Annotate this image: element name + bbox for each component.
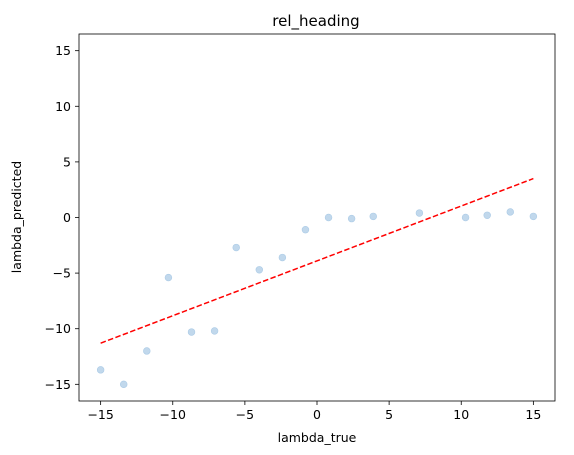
data-point xyxy=(506,208,514,216)
data-point xyxy=(347,214,356,223)
y-axis-label: lambda_predicted xyxy=(9,161,24,273)
data-point xyxy=(529,212,538,221)
data-point xyxy=(415,209,424,217)
fit-line xyxy=(100,177,534,344)
y-tick-label: 10 xyxy=(55,99,71,114)
x-tick-label: 5 xyxy=(385,407,393,422)
x-axis-ticks: −15 −10 −5 0 5 10 15 xyxy=(87,401,541,422)
data-point xyxy=(369,212,377,221)
plot-frame xyxy=(78,33,556,402)
data-point xyxy=(301,226,310,234)
data-point xyxy=(255,266,264,274)
data-point xyxy=(164,273,173,282)
data-point xyxy=(187,328,196,336)
data-point xyxy=(324,213,333,222)
x-axis-label: lambda_true xyxy=(278,430,357,445)
x-tick-label: 0 xyxy=(313,407,321,422)
data-point xyxy=(96,366,105,374)
data-point xyxy=(210,327,219,335)
x-tick-label: −10 xyxy=(160,407,186,422)
data-point xyxy=(120,380,128,389)
data-point xyxy=(461,213,470,222)
x-tick-label: −5 xyxy=(236,407,254,422)
data-point xyxy=(232,243,240,252)
y-axis-ticks: −15 −10 −5 0 5 10 15 xyxy=(45,43,79,392)
scatter-points xyxy=(96,208,538,389)
y-tick-label: −5 xyxy=(53,266,71,281)
x-tick-label: 15 xyxy=(525,407,541,422)
y-tick-label: 5 xyxy=(63,154,71,169)
data-point xyxy=(278,253,287,262)
y-tick-label: 0 xyxy=(63,210,71,225)
data-point xyxy=(143,347,151,355)
x-tick-label: 10 xyxy=(453,407,469,422)
x-tick-label: −15 xyxy=(87,407,113,422)
y-tick-label: −15 xyxy=(45,377,71,392)
chart-title: rel_heading xyxy=(272,12,359,31)
data-point xyxy=(483,211,491,219)
y-tick-label: −10 xyxy=(45,321,71,336)
y-tick-label: 15 xyxy=(55,43,71,58)
